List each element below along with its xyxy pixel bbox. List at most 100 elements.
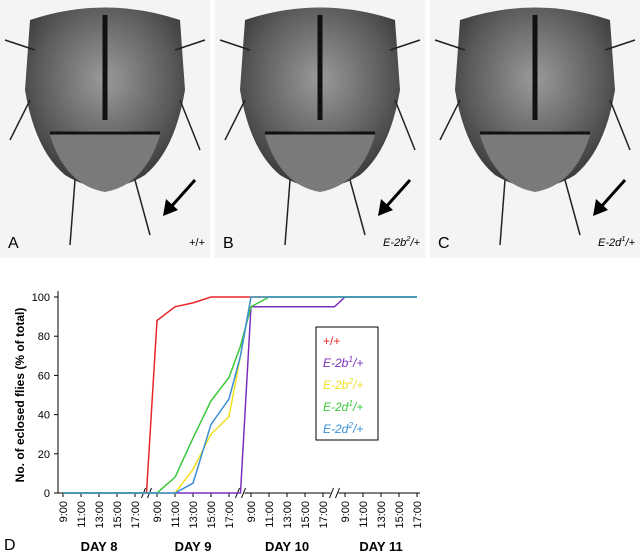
bristle [439,99,461,141]
genotype-label-base: E-2d [598,237,622,249]
chart: 0 20 40 60 80 100 No. of eclosed flies (% of t… [4,291,424,552]
day-label: DAY 11 [359,539,402,552]
photo-panel: A +/+ [0,0,210,258]
x-tick-label: 15:00 [112,501,124,529]
legend-label-sup: 2 [347,420,353,430]
bristle [179,99,201,151]
x-tick-label: 17:00 [412,501,424,529]
day-label: DAY 9 [175,539,212,552]
day-label: DAY 8 [81,539,118,552]
bristle [69,179,76,246]
scutellum [480,130,590,192]
axis-break-gap [330,489,339,497]
legend: +/+E-2b1/+E-2b2/+E-2d1/+E-2d2/+ [315,326,379,441]
y-tick-label: 100 [32,292,50,304]
genotype-label-suffix: /+ [625,237,636,249]
photo-panel: C E-2d1/+ [430,0,640,258]
photo-panel: B E-2b2/+ [215,0,425,258]
legend-label-base: E-2d [323,422,349,436]
bristle [394,99,416,151]
arrow-head [593,199,608,216]
x-tick-label: 13:00 [282,501,294,529]
legend-label-base: E-2b [323,378,349,392]
day-label: DAY 10 [265,539,309,552]
bristle [564,179,581,236]
x-tick-label: 17:00 [318,501,330,529]
legend-label: E-2d2/+ [323,420,363,436]
scutellum [50,130,160,192]
arrow-shaft [598,179,627,209]
genotype-label-base: +/+ [189,237,205,249]
genotype-label-suffix: /+ [410,237,421,249]
legend-label: +/+ [323,334,340,348]
genotype-label: +/+ [189,237,205,249]
bristle [284,179,291,246]
axis-break [241,487,246,499]
x-tick-label: 9:00 [340,501,352,522]
scutellum [265,130,375,192]
x-tick-label: 17:00 [130,501,142,529]
legend-label: E-2b2/+ [323,376,363,392]
legend-label-suffix: /+ [352,356,363,370]
legend-label-sup: 1 [348,398,353,408]
legend-label-sup: 1 [348,354,353,364]
bristle [434,39,466,51]
bristle [349,179,366,236]
bristle [4,39,36,51]
y-axis-label: No. of eclosed flies (% of total) [13,308,27,483]
x-tick-label: 15:00 [206,501,218,529]
panel-letter: B [223,235,234,252]
panel-letter: D [4,537,16,552]
panel-letter: A [8,235,19,252]
axis-break [329,487,334,499]
arrow-head [378,199,393,216]
x-tick-label: 17:00 [224,501,236,529]
genotype-label-sup: 2 [405,234,411,243]
y-tick-label: 20 [38,449,50,461]
legend-label-suffix: /+ [352,378,363,392]
arrow-shaft [383,179,412,209]
arrow-shaft [168,179,197,209]
photo-row: A +/+ B E-2b2/+ C E-2d1/+ [0,0,640,258]
bristle [499,179,506,246]
genotype-label-base: E-2b [383,237,406,249]
x-tick-label: 11:00 [76,501,88,528]
x-tick-label: 9:00 [152,501,164,522]
bristle [174,39,206,51]
bristle [134,179,151,236]
x-tick-label: 13:00 [188,501,200,529]
legend-label-sup: 2 [347,376,353,386]
bristle [604,39,636,51]
genotype-label-sup: 1 [621,234,625,243]
bristle [9,99,31,141]
y-tick-label: 60 [38,370,50,382]
arrow-head [163,199,178,216]
legend-label-base: +/+ [323,334,340,348]
legend-label-base: E-2d [323,400,349,414]
legend-label: E-2b1/+ [323,354,363,370]
legend-label: E-2d1/+ [323,398,363,414]
x-tick-label: 15:00 [394,501,406,529]
x-tick-label: 13:00 [376,501,388,529]
x-tick-label: 11:00 [170,501,182,528]
genotype-label: E-2b2/+ [383,234,421,249]
genotype-label: E-2d1/+ [598,234,636,249]
x-tick-label: 11:00 [264,501,276,528]
bristle [224,99,246,141]
x-tick-label: 15:00 [300,501,312,529]
y-tick-label: 40 [38,410,50,422]
panel-letter: C [438,235,450,252]
x-tick-label: 11:00 [358,501,370,528]
legend-label-suffix: /+ [352,400,363,414]
legend-box [315,326,379,441]
legend-label-suffix: /+ [352,422,363,436]
bristle [219,39,251,51]
legend-label-base: E-2b [323,356,349,370]
y-tick-label: 80 [38,331,50,343]
x-tick-label: 13:00 [94,501,106,529]
bristle [389,39,421,51]
y-tick-label: 0 [44,488,50,500]
x-tick-label: 9:00 [58,501,70,522]
